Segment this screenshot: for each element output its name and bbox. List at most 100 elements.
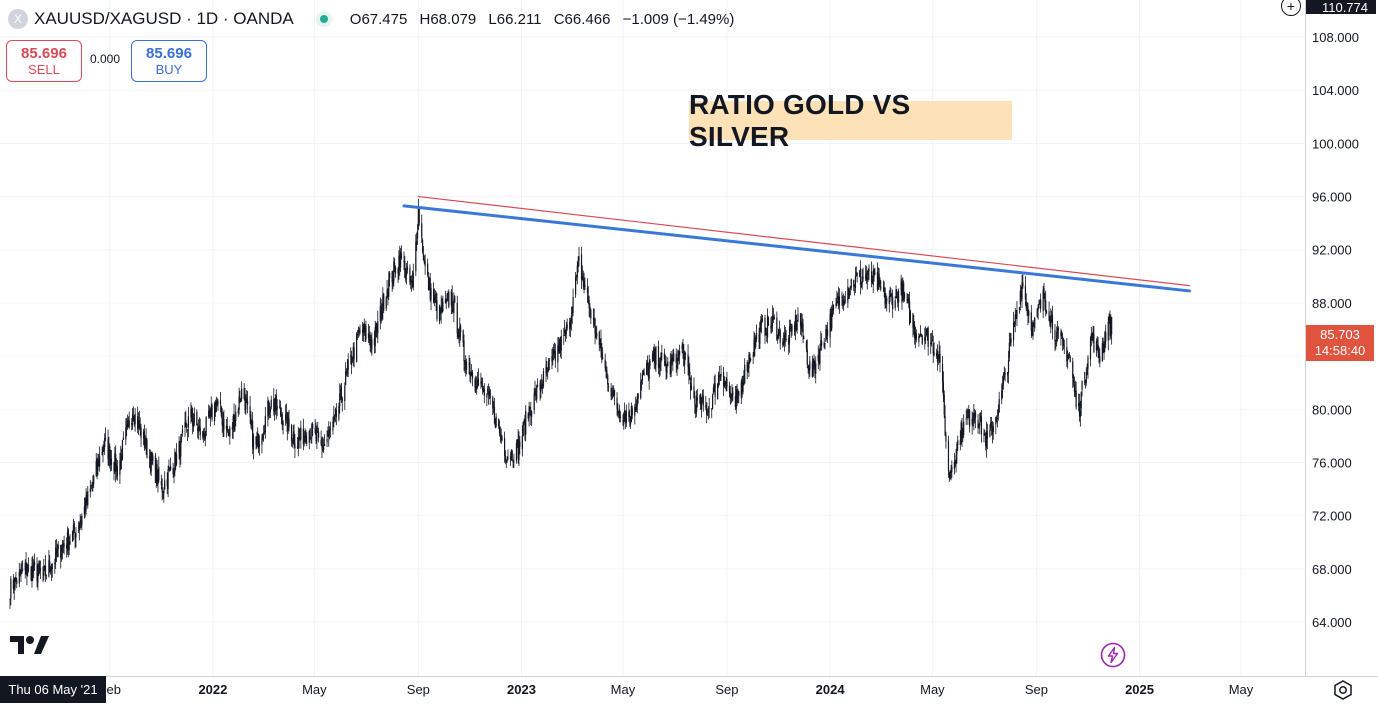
candle-body bbox=[74, 533, 76, 540]
symbol-title[interactable]: XAUUSD/XAGUSD · 1D · OANDA bbox=[34, 9, 294, 28]
candle-body bbox=[1057, 328, 1059, 331]
candle-body bbox=[681, 345, 683, 350]
candle-body bbox=[830, 313, 832, 330]
candle-body bbox=[1038, 306, 1040, 308]
bar-countdown: 14:58:40 bbox=[1314, 343, 1366, 358]
candle-body bbox=[541, 383, 543, 387]
candle-body bbox=[602, 357, 604, 360]
candle-body bbox=[564, 329, 567, 336]
candle-body bbox=[734, 395, 737, 407]
candle-body bbox=[397, 268, 399, 274]
tradingview-logo-icon[interactable] bbox=[10, 634, 50, 656]
candle-body bbox=[392, 279, 394, 284]
candle-body bbox=[1078, 403, 1080, 406]
candle-body bbox=[333, 416, 335, 424]
candle-body bbox=[85, 495, 87, 510]
candle-body bbox=[865, 275, 867, 280]
candle-body bbox=[162, 491, 164, 493]
candle-body bbox=[1084, 379, 1087, 382]
candle-body bbox=[115, 464, 118, 472]
candle-body bbox=[56, 549, 58, 557]
candle-body bbox=[671, 357, 673, 362]
candle-body bbox=[690, 382, 692, 391]
candle-body bbox=[210, 406, 212, 410]
candle-body bbox=[470, 373, 472, 377]
candle-body bbox=[986, 431, 988, 439]
trendline-blue[interactable] bbox=[402, 204, 1191, 293]
candle-body bbox=[221, 417, 223, 425]
candle-body bbox=[97, 459, 99, 471]
candle-body bbox=[569, 319, 572, 329]
candle-body bbox=[197, 426, 200, 433]
candle-body bbox=[1019, 290, 1021, 305]
candle-body bbox=[93, 475, 95, 484]
candle-body bbox=[471, 371, 473, 375]
candle-body bbox=[759, 322, 761, 344]
candle-body bbox=[350, 356, 353, 365]
candle-body bbox=[12, 579, 14, 590]
lightning-bolt-icon[interactable] bbox=[1100, 642, 1126, 668]
sell-button[interactable]: 85.696 SELL bbox=[6, 40, 82, 82]
y-tick-label: 80.000 bbox=[1312, 402, 1352, 417]
candle-body bbox=[178, 442, 180, 453]
candle-body bbox=[930, 342, 932, 345]
candle-body bbox=[104, 437, 107, 440]
candle-body bbox=[416, 241, 418, 245]
open-value: 67.475 bbox=[361, 10, 408, 28]
candle-body bbox=[469, 362, 471, 376]
candle-body bbox=[731, 393, 733, 397]
candle-body bbox=[835, 303, 837, 306]
candle-body bbox=[487, 391, 490, 395]
candle-body bbox=[947, 440, 950, 472]
time-axis[interactable]: Feb 2022 May Sep 2023 May Sep 2024 May Sep 2025 May bbox=[99, 682, 1254, 697]
chart-annotation-title[interactable]: RATIO GOLD VS SILVER bbox=[689, 89, 1012, 152]
candle-body bbox=[225, 425, 228, 429]
candle-body bbox=[361, 329, 364, 333]
buy-button[interactable]: 85.696 BUY bbox=[131, 40, 207, 82]
candle-body bbox=[368, 334, 370, 340]
candle-body bbox=[665, 363, 667, 372]
candle-body bbox=[969, 410, 971, 427]
candle-body bbox=[984, 433, 986, 435]
candle-body bbox=[36, 564, 38, 581]
trendline-red[interactable] bbox=[417, 195, 1191, 287]
candle-body bbox=[351, 361, 354, 363]
candle-body bbox=[185, 420, 187, 424]
candle-body bbox=[600, 338, 602, 352]
candle-body bbox=[826, 329, 828, 332]
candle-body bbox=[803, 337, 805, 340]
candle-body bbox=[13, 586, 15, 590]
candle-body bbox=[451, 293, 453, 308]
candle-body bbox=[531, 410, 533, 417]
candle-body bbox=[535, 393, 537, 401]
candle-body bbox=[1033, 323, 1035, 326]
add-alert-plus-icon[interactable]: + bbox=[1281, 0, 1301, 16]
candle-body bbox=[862, 276, 864, 279]
candle-body bbox=[657, 346, 660, 368]
candle-body bbox=[199, 427, 201, 436]
candle-body bbox=[317, 431, 319, 433]
candle-body bbox=[750, 358, 752, 361]
candle-body bbox=[110, 458, 113, 465]
candle-body bbox=[445, 299, 447, 302]
candle-body bbox=[513, 461, 515, 463]
candle-body bbox=[87, 491, 89, 505]
candle-body bbox=[937, 358, 939, 360]
candle-body bbox=[158, 467, 160, 481]
candle-body bbox=[925, 329, 928, 336]
x-tick-label: 2023 bbox=[507, 682, 536, 697]
candle-body bbox=[777, 336, 779, 339]
candle-body bbox=[951, 466, 953, 472]
candle-body bbox=[1055, 343, 1057, 345]
y-tick-label: 68.000 bbox=[1312, 562, 1352, 577]
market-status-icon[interactable] bbox=[315, 11, 332, 27]
candle-body bbox=[821, 341, 823, 346]
candle-body bbox=[522, 422, 524, 437]
candle-body bbox=[186, 424, 188, 429]
candle-body bbox=[184, 422, 186, 428]
candle-body bbox=[321, 444, 323, 448]
gear-icon[interactable] bbox=[1332, 679, 1354, 701]
candle-body bbox=[121, 456, 123, 461]
candle-body bbox=[500, 434, 502, 440]
